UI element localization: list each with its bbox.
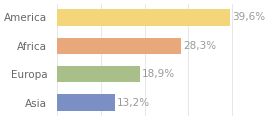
Text: 13,2%: 13,2%: [117, 98, 150, 108]
Text: 39,6%: 39,6%: [232, 12, 266, 22]
Bar: [57, 38, 181, 54]
Bar: [57, 94, 115, 111]
Text: 28,3%: 28,3%: [183, 41, 216, 51]
Text: 18,9%: 18,9%: [142, 69, 175, 79]
Bar: [57, 66, 140, 82]
Bar: [57, 9, 230, 26]
